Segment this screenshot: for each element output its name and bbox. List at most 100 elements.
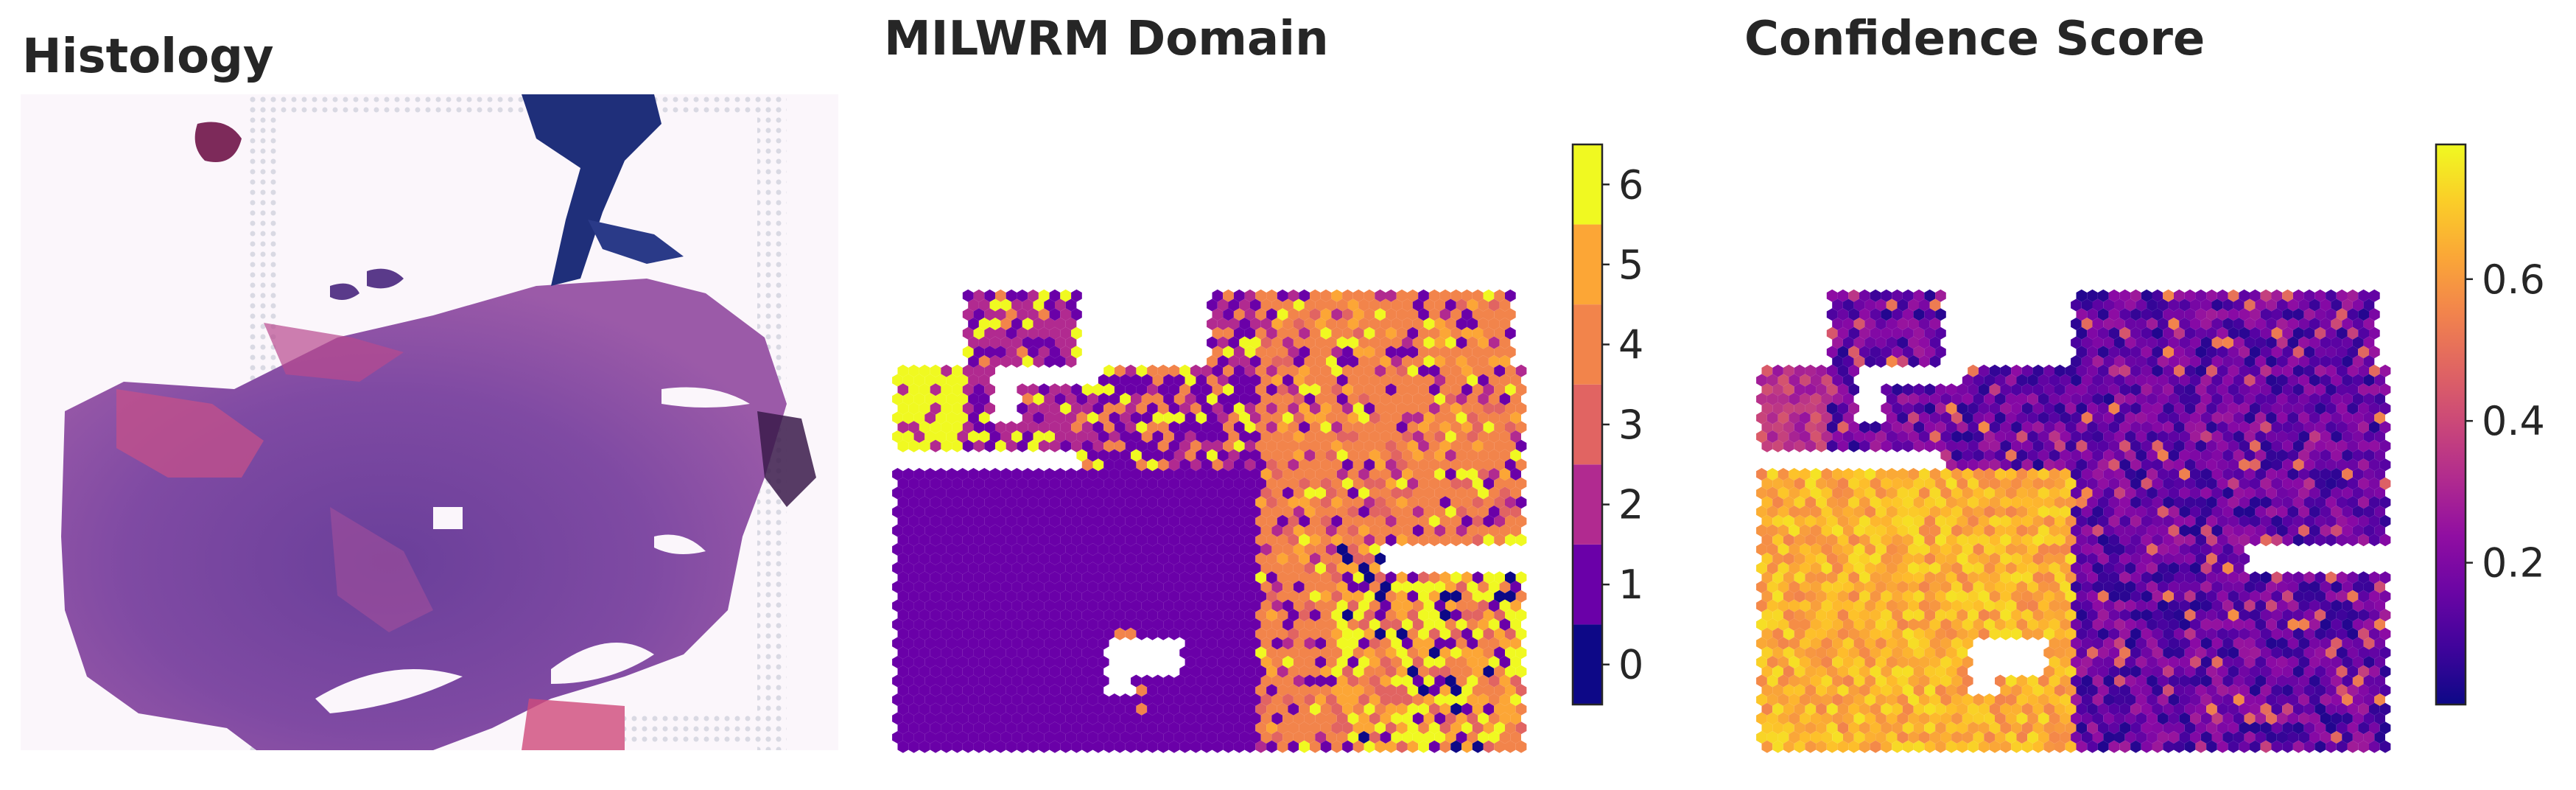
hex-spot (2124, 318, 2136, 330)
hex-spot (1244, 477, 1256, 490)
hex-spot (1956, 534, 1968, 547)
hex-spot (1125, 496, 1137, 509)
hex-spot (908, 721, 919, 735)
hex-spot (1919, 468, 1930, 480)
hex-spot (1984, 562, 1995, 575)
hex-spot (2135, 674, 2147, 688)
hex-spot (1081, 665, 1093, 678)
hex-spot (2271, 458, 2283, 472)
hex-spot (2266, 599, 2277, 612)
hex-spot (1864, 618, 1876, 631)
hex-spot (2363, 637, 2375, 650)
hex-spot (1065, 336, 1077, 349)
hex-spot (1282, 712, 1294, 725)
hex-spot (1494, 590, 1505, 603)
hex-spot (1277, 421, 1288, 434)
hex-spot (1450, 665, 1462, 678)
hex-spot (1299, 364, 1310, 377)
hex-spot (1071, 383, 1082, 396)
hex-spot (924, 693, 936, 706)
hex-spot (952, 496, 963, 509)
hex-spot (2244, 430, 2256, 443)
hex-spot (1380, 298, 1391, 312)
hex-spot (1842, 468, 1854, 480)
hex-spot (1505, 364, 1516, 377)
hex-spot (1488, 298, 1500, 312)
hex-spot (1505, 609, 1516, 622)
hex-spot (2157, 393, 2169, 405)
hex-spot (2233, 562, 2245, 575)
hex-spot (2369, 684, 2380, 697)
hex-spot (1255, 496, 1267, 509)
hex-spot (1131, 674, 1142, 688)
hex-spot (946, 581, 958, 593)
hex-spot (2076, 590, 2088, 603)
hex-spot (1358, 486, 1369, 500)
hex-spot (1505, 496, 1516, 509)
hex-spot (1011, 543, 1022, 556)
hex-spot (1092, 571, 1104, 584)
hex-spot (2336, 534, 2348, 547)
hex-spot (1897, 562, 1909, 575)
hex-spot (2005, 393, 2017, 405)
hex-spot (2163, 477, 2174, 490)
hex-spot (930, 590, 941, 603)
hex-spot (1266, 740, 1277, 753)
hex-spot (2190, 543, 2201, 556)
hex-spot (1428, 740, 1440, 753)
hex-spot (1092, 439, 1104, 452)
hex-spot (2114, 637, 2125, 650)
hex-spot (1288, 571, 1299, 584)
hex-spot (1935, 477, 1946, 490)
hex-spot (2374, 430, 2385, 443)
hex-spot (1892, 439, 1903, 452)
hex-spot (2157, 411, 2169, 424)
hex-spot (1940, 599, 1952, 612)
hex-spot (1402, 430, 1413, 443)
hex-spot (2092, 656, 2104, 668)
hex-spot (1826, 326, 1838, 340)
hex-spot (1293, 618, 1305, 631)
hex-spot (1940, 693, 1952, 706)
hex-spot (1310, 665, 1321, 678)
hex-spot (1456, 336, 1467, 349)
hex-spot (1304, 562, 1316, 575)
hex-spot (1250, 318, 1261, 330)
hex-spot (1076, 637, 1088, 650)
hex-spot (1000, 318, 1012, 330)
hex-spot (1076, 674, 1088, 688)
hex-spot (2114, 693, 2125, 706)
hex-spot (1038, 684, 1050, 697)
hex-spot (1913, 421, 1925, 434)
hex-spot (1456, 318, 1467, 330)
hex-spot (2363, 524, 2375, 537)
hex-spot (1800, 674, 1811, 688)
hex-spot (919, 609, 930, 622)
hex-spot (2147, 486, 2158, 500)
hex-spot (2369, 458, 2380, 472)
hex-spot (2147, 468, 2158, 480)
hex-spot (1266, 646, 1277, 660)
hex-spot (2097, 646, 2109, 660)
hex-spot (1131, 393, 1142, 405)
hex-spot (1315, 336, 1326, 349)
hex-spot (2065, 627, 2077, 640)
hex-spot (1293, 581, 1305, 593)
hex-spot (1375, 289, 1386, 302)
hex-spot (1789, 430, 1800, 443)
hex-spot (2016, 581, 2028, 593)
hex-spot (1055, 486, 1066, 500)
hex-spot (2266, 524, 2277, 537)
hex-spot (1391, 374, 1403, 387)
hex-spot (1223, 571, 1234, 584)
hex-spot (1902, 346, 1914, 359)
hex-spot (1375, 496, 1386, 509)
hex-spot (1919, 618, 1930, 631)
hex-spot (1185, 486, 1196, 500)
hex-spot (2135, 637, 2147, 650)
hex-spot (1380, 449, 1391, 462)
hex-spot (2076, 421, 2088, 434)
hex-spot (2119, 514, 2131, 528)
hex-spot (2130, 627, 2141, 640)
hex-spot (1810, 674, 1822, 688)
